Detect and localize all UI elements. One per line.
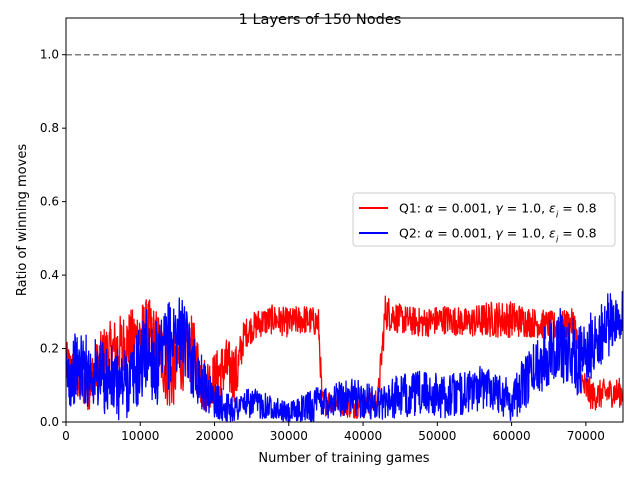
y-tick-label: 0.6 xyxy=(40,195,59,209)
y-tick-label: 0.0 xyxy=(40,415,59,429)
x-tick-label: 60000 xyxy=(493,429,531,443)
plot-area xyxy=(65,17,624,423)
y-tick-label: 1.0 xyxy=(40,48,59,62)
legend-box xyxy=(352,192,616,247)
x-axis-label: Number of training games xyxy=(258,451,429,466)
legend-label-1: Q1: α = 0.001, γ = 1.0, εi = 0.8 xyxy=(399,201,597,221)
series-layer xyxy=(66,290,623,422)
x-tick-label: 30000 xyxy=(270,429,308,443)
x-tick-label: 10000 xyxy=(121,429,159,443)
y-tick-label: 0.2 xyxy=(40,342,59,356)
x-axis: 0 10000 20000 30000 40000 50000 60000 70000 xyxy=(62,422,605,443)
y-tick-label: 0.4 xyxy=(40,268,59,282)
plot-frame xyxy=(65,17,624,423)
x-tick-label: 70000 xyxy=(567,429,605,443)
chart-title: 1 Layers of 150 Nodes xyxy=(239,12,402,28)
x-tick-label: 0 xyxy=(62,429,70,443)
y-tick-label: 0.8 xyxy=(40,121,59,135)
series-line-2 xyxy=(66,290,623,422)
y-axis-label: Ratio of winning moves xyxy=(15,144,30,296)
x-tick-label: 20000 xyxy=(195,429,233,443)
y-axis: 0.0 0.2 0.4 0.6 0.8 1.0 xyxy=(40,48,66,429)
x-tick-label: 50000 xyxy=(418,429,456,443)
legend-label-2: Q2: α = 0.001, γ = 1.0, εi = 0.8 xyxy=(399,226,597,246)
x-tick-label: 40000 xyxy=(344,429,382,443)
legend: Q1: α = 0.001, γ = 1.0, εi = 0.8 Q2: α = … xyxy=(352,192,616,247)
